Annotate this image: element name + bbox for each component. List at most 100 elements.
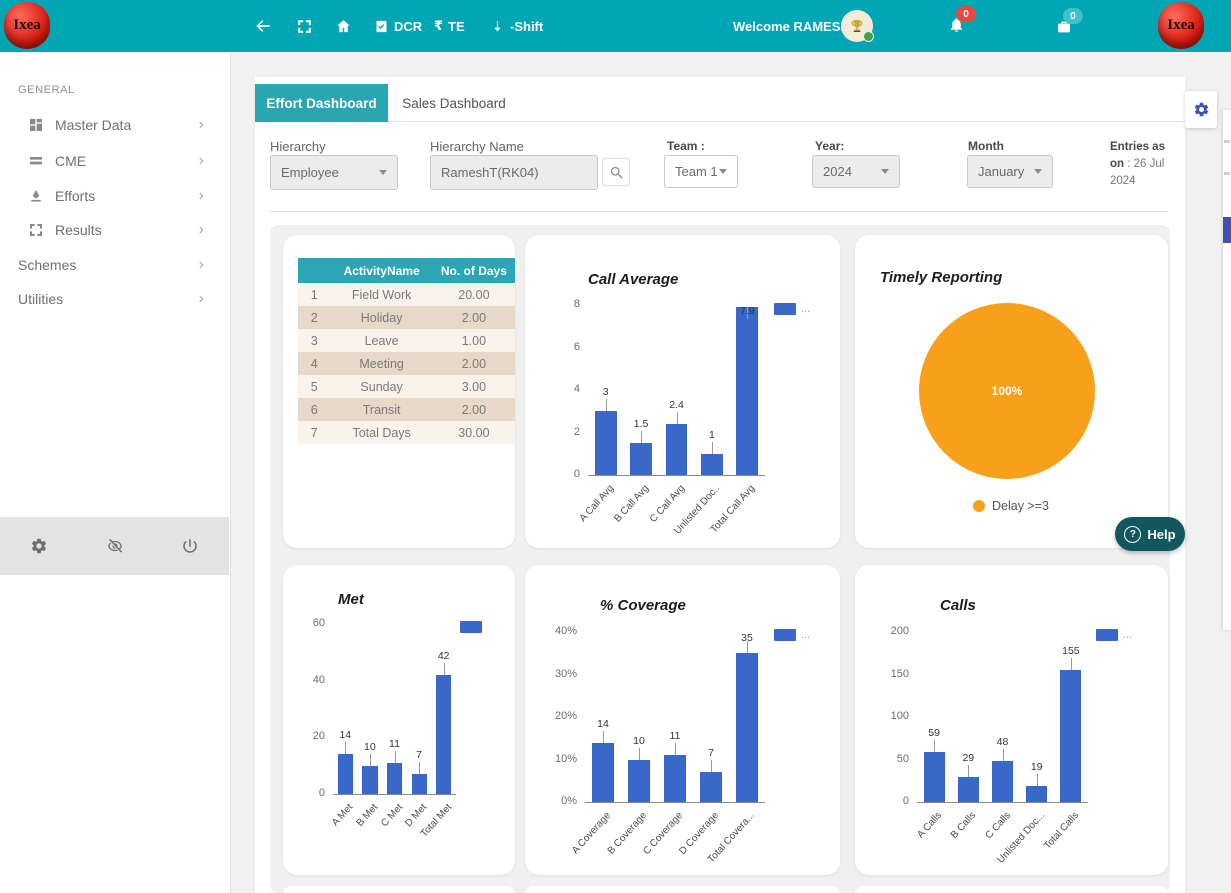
bar-value-label: 29 (962, 752, 975, 765)
settings-flyout-button[interactable] (1185, 91, 1217, 128)
bar[interactable] (362, 765, 378, 794)
x-axis-label: Total Call Avg (708, 483, 758, 536)
sliver-text-fragment (1224, 172, 1230, 175)
bar[interactable] (1026, 785, 1048, 802)
power-icon[interactable] (181, 537, 199, 555)
sidebar-item-master-data[interactable]: Master Data (0, 110, 230, 140)
bar[interactable] (630, 443, 652, 475)
fullscreen-button[interactable] (296, 0, 313, 52)
shift-nav-button[interactable]: -Shift (490, 0, 543, 52)
pie-legend[interactable]: Delay >=3 (973, 499, 1049, 513)
table-row[interactable]: 5 Sunday 3.00 (298, 375, 515, 398)
bar[interactable] (337, 754, 353, 794)
y-axis-tick: 8 (573, 298, 580, 310)
bar[interactable] (411, 774, 427, 794)
home-button[interactable] (335, 0, 352, 52)
bar[interactable] (628, 759, 650, 802)
dcr-nav-button[interactable]: DCR (374, 0, 422, 52)
chevron-right-icon (199, 261, 204, 269)
te-nav-button[interactable]: ₹ TE (434, 0, 465, 52)
next-row-card-edge (525, 886, 840, 893)
x-axis-label: B Calls (949, 810, 979, 841)
caret-down-icon (1034, 169, 1042, 174)
bar[interactable] (594, 411, 617, 475)
call-average-card: Call Average ... 0 2 4 6 8 3 A Call Avg 1.5 B Ca… (525, 235, 840, 548)
activity-days-card: ActivityName No. of Days 1 Field Work 20.0… (283, 235, 515, 548)
sidebar-item-cme[interactable]: CME (0, 146, 230, 176)
table-row[interactable]: 7 Total Days 30.00 (298, 421, 515, 444)
month-value: January (978, 164, 1025, 179)
next-row-card-edge (283, 886, 515, 893)
table-row[interactable]: 1 Field Work 20.00 (298, 283, 515, 306)
bar-value-label: 19 (1030, 760, 1043, 773)
sidebar-footer (0, 517, 229, 575)
table-row[interactable]: 6 Transit 2.00 (298, 398, 515, 421)
chart-title: Call Average (588, 271, 679, 288)
chart-legend[interactable] (460, 621, 487, 633)
bar[interactable] (991, 761, 1014, 802)
help-button[interactable]: ? Help (1115, 517, 1185, 551)
bar-label-connector (711, 760, 712, 773)
bar[interactable] (1060, 670, 1082, 802)
y-axis-tick: 4 (573, 383, 580, 395)
bar[interactable] (592, 742, 614, 802)
bar[interactable] (386, 762, 403, 794)
chart-title: Timely Reporting (880, 269, 1003, 286)
bar[interactable] (664, 755, 686, 802)
legend-swatch (773, 303, 796, 315)
bar-value-label: 1.5 (633, 418, 649, 431)
bar[interactable] (923, 751, 945, 802)
app-logo-right: Ixea (1158, 2, 1204, 49)
settings-gear-icon[interactable] (30, 537, 48, 555)
sidebar-item-results[interactable]: Results (0, 215, 230, 245)
hierarchy-search-button[interactable] (602, 158, 630, 186)
user-avatar[interactable] (841, 10, 874, 42)
settings-flyout-sliver[interactable] (1223, 110, 1231, 630)
table-row[interactable]: 2 Holiday 2.00 (298, 306, 515, 329)
eye-off-icon[interactable] (106, 537, 124, 555)
entries-as-on-text: Entries as on : 26 Jul 2024 (1110, 139, 1174, 190)
bar[interactable] (957, 777, 979, 802)
bar[interactable] (700, 772, 722, 802)
chart-legend[interactable]: ... (773, 629, 810, 641)
chart-legend[interactable]: ... (1095, 629, 1132, 641)
sidebar-item-schemes[interactable]: Schemes (0, 250, 230, 280)
chart-legend[interactable]: ... (773, 303, 810, 315)
sliver-text-fragment (1224, 140, 1230, 143)
bar-value-label: 10 (364, 740, 376, 753)
documents-button[interactable]: 0 (1056, 8, 1083, 40)
bar-label-connector (934, 739, 936, 752)
rupee-icon: ₹ (434, 18, 444, 33)
timely-reporting-pie[interactable]: 100% (919, 303, 1095, 479)
hierarchy-name-input[interactable]: RameshT(RK04) (430, 155, 598, 190)
filters-divider (270, 211, 1168, 212)
home-icon (337, 19, 350, 32)
table-header-row: ActivityName No. of Days (298, 258, 515, 283)
sidebar-item-efforts[interactable]: Efforts (0, 181, 230, 211)
x-axis-label: Total Covera... (705, 810, 758, 866)
back-button[interactable] (253, 0, 273, 52)
bar[interactable] (665, 424, 688, 475)
notifications-button[interactable]: 0 (948, 6, 976, 39)
tab-sales-dashboard[interactable]: Sales Dashboard (388, 84, 520, 122)
month-select[interactable]: January (967, 155, 1053, 188)
sidebar-item-utilities[interactable]: Utilities (0, 284, 230, 314)
x-axis-label: B Coverage (605, 810, 650, 857)
bar[interactable] (700, 453, 723, 475)
hierarchy-select[interactable]: Employee (270, 155, 398, 190)
tab-effort-dashboard[interactable]: Effort Dashboard (255, 84, 388, 122)
table-row[interactable]: 3 Leave 1.00 (298, 329, 515, 352)
chevron-right-icon (199, 157, 204, 165)
bar[interactable] (736, 653, 758, 802)
ink-nib-icon (31, 190, 41, 202)
year-select[interactable]: 2024 (812, 155, 900, 188)
x-axis-label: Unlisted Doc... (995, 810, 1047, 866)
app-logo-left[interactable]: Ixea (4, 2, 50, 49)
bar[interactable] (436, 675, 452, 794)
x-axis-label: C Calls (982, 810, 1013, 842)
x-axis-label: Unlisted Doc.. (672, 483, 723, 537)
team-select[interactable]: Team 1 (664, 155, 738, 188)
table-row[interactable]: 4 Meeting 2.00 (298, 352, 515, 375)
bar[interactable] (736, 307, 759, 475)
